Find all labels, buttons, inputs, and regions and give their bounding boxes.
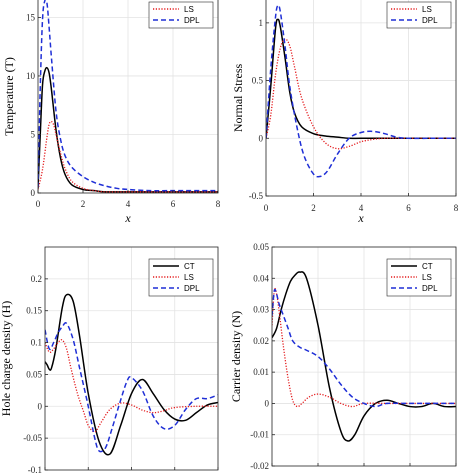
- y-tick-label: 0: [31, 188, 36, 198]
- legend-box: [386, 1, 452, 29]
- legend-label-dpl: DPL: [184, 16, 200, 25]
- x-axis-label: x: [357, 211, 364, 225]
- x-tick-label: 2: [311, 203, 316, 213]
- series-line-dpl: [45, 322, 218, 453]
- y-tick-label: 0.15: [26, 306, 42, 316]
- x-tick-label: 6: [171, 199, 176, 209]
- carrier-density-panel: -0.02 -0.01 0 0.01 0.02 0.03 0.04 0.05 Carrier d…: [229, 242, 457, 471]
- y-tick-label: -0.5: [249, 191, 264, 201]
- series-line-ct: [272, 271, 456, 442]
- y-axis-label: Normal Stress: [231, 64, 245, 133]
- x-tick-label: 2: [81, 199, 86, 209]
- legend-label-dpl: DPL: [422, 16, 438, 25]
- x-tick-label: 4: [126, 199, 131, 209]
- series-line-ls: [266, 38, 456, 150]
- series-line-ls: [272, 287, 456, 408]
- y-tick-label: 0.05: [253, 242, 269, 252]
- legend-label-ct: CT: [184, 262, 195, 271]
- y-tick-label: 0.5: [252, 76, 264, 86]
- x-tick-label: 0: [36, 199, 41, 209]
- legend-label-dpl: DPL: [422, 284, 438, 293]
- series-line-dpl: [38, 0, 218, 192]
- series-line-ct: [45, 293, 218, 456]
- legend-box: [148, 1, 214, 29]
- series-line-ls: [38, 120, 218, 193]
- series-line-ct: [266, 18, 456, 140]
- hole-charge-density-panel: -0.1 -0.05 0 0.05 0.1 0.15 0.2 Hole charge dens…: [0, 246, 219, 474]
- series-line-ls: [45, 339, 218, 433]
- x-tick-label: 6: [406, 203, 411, 213]
- y-axis-label: Temperature (T): [2, 57, 16, 136]
- y-tick-label: 1: [259, 18, 264, 28]
- y-tick-label: 5: [31, 129, 36, 139]
- y-tick-label: -0.02: [250, 461, 269, 471]
- legend-label-ls: LS: [422, 273, 432, 282]
- y-tick-label: -0.1: [28, 465, 42, 474]
- y-axis-label: Carrier density (N): [229, 311, 243, 402]
- y-tick-label: 0.1: [31, 338, 42, 348]
- x-tick-label: 8: [216, 199, 221, 209]
- y-tick-label: 0.02: [253, 336, 269, 346]
- y-tick-label: 0.03: [253, 305, 269, 315]
- y-tick-label: -0.01: [250, 430, 269, 440]
- legend-label-ls: LS: [184, 5, 194, 14]
- series-line-dpl: [272, 288, 456, 408]
- legend-label-dpl: DPL: [184, 284, 200, 293]
- x-tick-label: 4: [359, 203, 364, 213]
- x-axis-label: x: [124, 211, 131, 225]
- y-tick-label: 10: [26, 71, 36, 81]
- y-tick-label: 15: [26, 12, 36, 22]
- y-tick-label: 0: [38, 401, 43, 411]
- temperature-panel: 0 5 10 15 0 2 4 6 8 x Temperature (T) LS DPL: [2, 0, 221, 225]
- legend-label-ls: LS: [184, 273, 194, 282]
- x-tick-label: 0: [264, 203, 269, 213]
- series-line-dpl: [266, 4, 456, 178]
- y-tick-label: 0.2: [31, 274, 42, 284]
- y-tick-label: 0: [259, 133, 264, 143]
- x-tick-label: 8: [454, 203, 459, 213]
- y-tick-label: 0.01: [253, 367, 269, 377]
- y-axis-label: Hole charge density (H): [0, 301, 13, 416]
- y-tick-label: 0.05: [26, 369, 42, 379]
- y-tick-label: 0.04: [253, 273, 269, 283]
- legend-label-ls: LS: [422, 5, 432, 14]
- y-tick-label: 0: [265, 398, 270, 408]
- y-tick-label: -0.05: [23, 433, 42, 443]
- legend-label-ct: CT: [422, 262, 433, 271]
